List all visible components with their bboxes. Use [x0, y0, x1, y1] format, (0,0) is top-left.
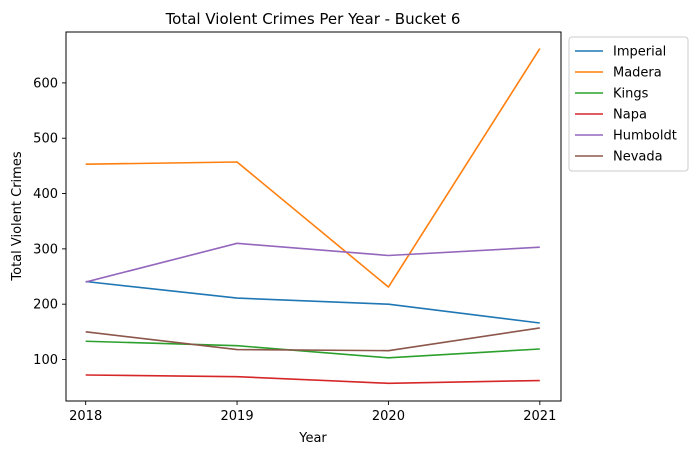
series-line-madera — [85, 48, 541, 288]
y-tick-label: 400 — [33, 187, 58, 202]
y-tick-label: 100 — [33, 353, 58, 368]
legend-label-imperial: Imperial — [613, 45, 666, 60]
series-line-imperial — [85, 280, 540, 324]
series-line-nevada — [85, 327, 540, 352]
x-axis-title: Year — [298, 431, 327, 446]
legend: Imperial Madera Kings Napa Humboldt Nevada — [568, 36, 689, 172]
x-tick-label: 2020 — [372, 409, 405, 424]
x-axis: 2018 2019 2020 2021 — [69, 401, 556, 424]
y-tick-label: 600 — [33, 76, 58, 91]
legend-frame — [568, 36, 689, 172]
series-line-humboldt — [85, 242, 540, 283]
series-layer — [85, 48, 541, 385]
x-tick-label: 2018 — [69, 409, 102, 424]
chart-title: Total Violent Crimes Per Year - Bucket 6 — [165, 10, 461, 28]
y-tick-label: 200 — [33, 298, 58, 313]
x-tick-label: 2019 — [221, 409, 254, 424]
x-tick-label: 2021 — [523, 409, 556, 424]
legend-label-humboldt: Humboldt — [613, 129, 677, 144]
y-axis-title: Total Violent Crimes — [10, 151, 25, 281]
legend-label-madera: Madera — [613, 66, 662, 81]
legend-label-nevada: Nevada — [613, 150, 663, 165]
y-tick-label: 300 — [33, 242, 58, 257]
plot-frame — [65, 31, 562, 402]
legend-label-napa: Napa — [613, 108, 647, 123]
plot-area — [66, 32, 561, 401]
series-line-kings — [85, 340, 540, 359]
y-tick-label: 500 — [33, 132, 58, 147]
y-axis: 100 200 300 400 500 600 — [33, 76, 66, 368]
legend-label-kings: Kings — [613, 87, 649, 102]
series-line-napa — [85, 374, 540, 385]
